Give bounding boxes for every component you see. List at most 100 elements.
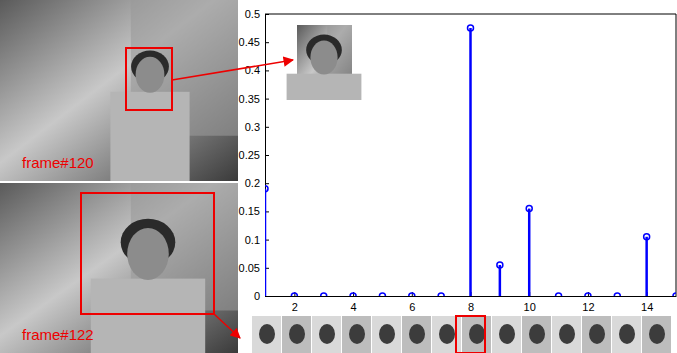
stem-line (265, 189, 266, 296)
x-tick-label: 12 (582, 301, 594, 313)
x-axis-line (266, 296, 677, 297)
thumbnail-strip (252, 316, 671, 353)
y-tick: 0.25 (239, 149, 269, 161)
stem-line (645, 237, 648, 296)
thumbnail-head (619, 324, 635, 344)
thumbnail (462, 316, 491, 353)
stem-marker (614, 293, 620, 296)
stem-line (528, 209, 531, 296)
x-tick-label: 6 (409, 301, 415, 313)
y-tick: 0 (254, 290, 269, 302)
x-tick: 12 (582, 292, 594, 313)
y-tick: 0.45 (239, 36, 269, 48)
y-tick-mark (265, 99, 269, 100)
photo-background (0, 183, 238, 353)
thumbnail (552, 316, 581, 353)
y-tick-mark (265, 155, 269, 156)
stem-marker (321, 293, 327, 296)
thumbnail-head (409, 324, 425, 344)
thumbnail (252, 316, 281, 353)
thumbnail (402, 316, 431, 353)
y-tick: 0.05 (239, 262, 269, 274)
body (110, 92, 189, 181)
y-axis: 00.050.10.150.20.250.30.350.40.450.5 (239, 8, 269, 302)
thumbnail (372, 316, 401, 353)
y-tick-mark (265, 296, 269, 297)
thumbnail-head (559, 324, 575, 344)
y-tick-label: 0.35 (239, 93, 260, 105)
stem-marker (585, 293, 591, 296)
thumbnail-head (349, 324, 365, 344)
face (136, 57, 165, 93)
y-tick-label: 0.1 (245, 234, 260, 246)
x-tick-label: 2 (292, 301, 298, 313)
track-box (126, 48, 172, 110)
y-tick: 0.3 (245, 121, 269, 133)
thumbnail-head (289, 324, 305, 344)
plot-frame (265, 14, 676, 296)
thumbnail-head (259, 324, 275, 344)
stem-line (469, 28, 472, 296)
stem-marker (497, 262, 503, 268)
photo-frame-122 (0, 183, 238, 353)
thumbnail-head (379, 324, 395, 344)
x-tick-label: 14 (641, 301, 653, 313)
stem-marker (438, 293, 444, 296)
x-tick: 4 (351, 292, 357, 313)
y-tick-label: 0.5 (245, 8, 260, 20)
y-tick: 0.15 (239, 205, 269, 217)
thumbnail-head (649, 324, 665, 344)
thumbnail-head (499, 324, 515, 344)
stems (265, 25, 676, 296)
thumbnail (492, 316, 521, 353)
body (287, 74, 362, 100)
arrow (214, 314, 240, 338)
x-tick-label: 8 (468, 301, 474, 313)
stem-marker (379, 293, 385, 296)
stem-marker (265, 186, 268, 192)
x-tick-label: 10 (524, 301, 536, 313)
stem-marker (673, 293, 676, 296)
thumbnail-head (529, 324, 545, 344)
frame-label: frame#120 (22, 154, 94, 171)
x-tick-label: 4 (351, 301, 357, 313)
y-tick-label: 0.45 (239, 36, 260, 48)
thumbnail (612, 316, 641, 353)
stem-line (499, 265, 502, 296)
photo-frame-120 (0, 0, 238, 181)
thumbnail (282, 316, 311, 353)
stem-marker (291, 293, 297, 296)
thumbnail-head (439, 324, 455, 344)
stem-marker (526, 206, 532, 212)
y-tick: 0.2 (245, 177, 269, 189)
y-tick-mark (265, 42, 269, 43)
y-tick-label: 0.05 (239, 262, 260, 274)
y-tick-label: 0 (254, 290, 260, 302)
plot-area (265, 14, 676, 296)
inset-thumbnail (287, 25, 362, 100)
thumbnail (342, 316, 371, 353)
y-tick: 0.35 (239, 93, 269, 105)
y-tick-mark (265, 127, 269, 128)
thumbnail (312, 316, 341, 353)
y-tick-label: 0.15 (239, 205, 260, 217)
stem-marker (350, 293, 356, 296)
y-tick-mark (265, 183, 269, 184)
y-tick-label: 0.2 (245, 177, 260, 189)
y-tick-label: 0.3 (245, 121, 260, 133)
thumbnail (522, 316, 551, 353)
face (127, 228, 169, 280)
thumbnail-head (319, 324, 335, 344)
thumbnail-head (469, 324, 485, 344)
thumbnail (582, 316, 611, 353)
y-tick-mark (265, 70, 269, 71)
stem-marker (556, 293, 562, 296)
x-tick: 2 (292, 292, 298, 313)
stem-marker (644, 234, 650, 240)
thumbnail (642, 316, 671, 353)
stem-marker (468, 25, 474, 31)
selected-thumbnail (456, 316, 485, 353)
frame-label: frame#122 (22, 326, 94, 343)
arrow (172, 60, 293, 80)
x-tick: 6 (409, 292, 415, 313)
